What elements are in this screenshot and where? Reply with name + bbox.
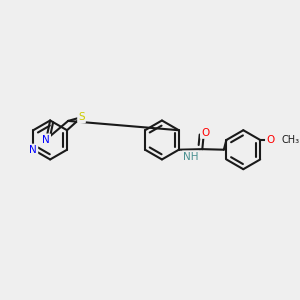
Text: CH₃: CH₃ bbox=[282, 135, 300, 145]
Text: NH: NH bbox=[183, 152, 198, 162]
Text: O: O bbox=[201, 128, 209, 138]
Text: O: O bbox=[266, 135, 274, 145]
Text: S: S bbox=[78, 112, 85, 122]
Text: N: N bbox=[42, 134, 50, 145]
Text: N: N bbox=[29, 145, 37, 155]
